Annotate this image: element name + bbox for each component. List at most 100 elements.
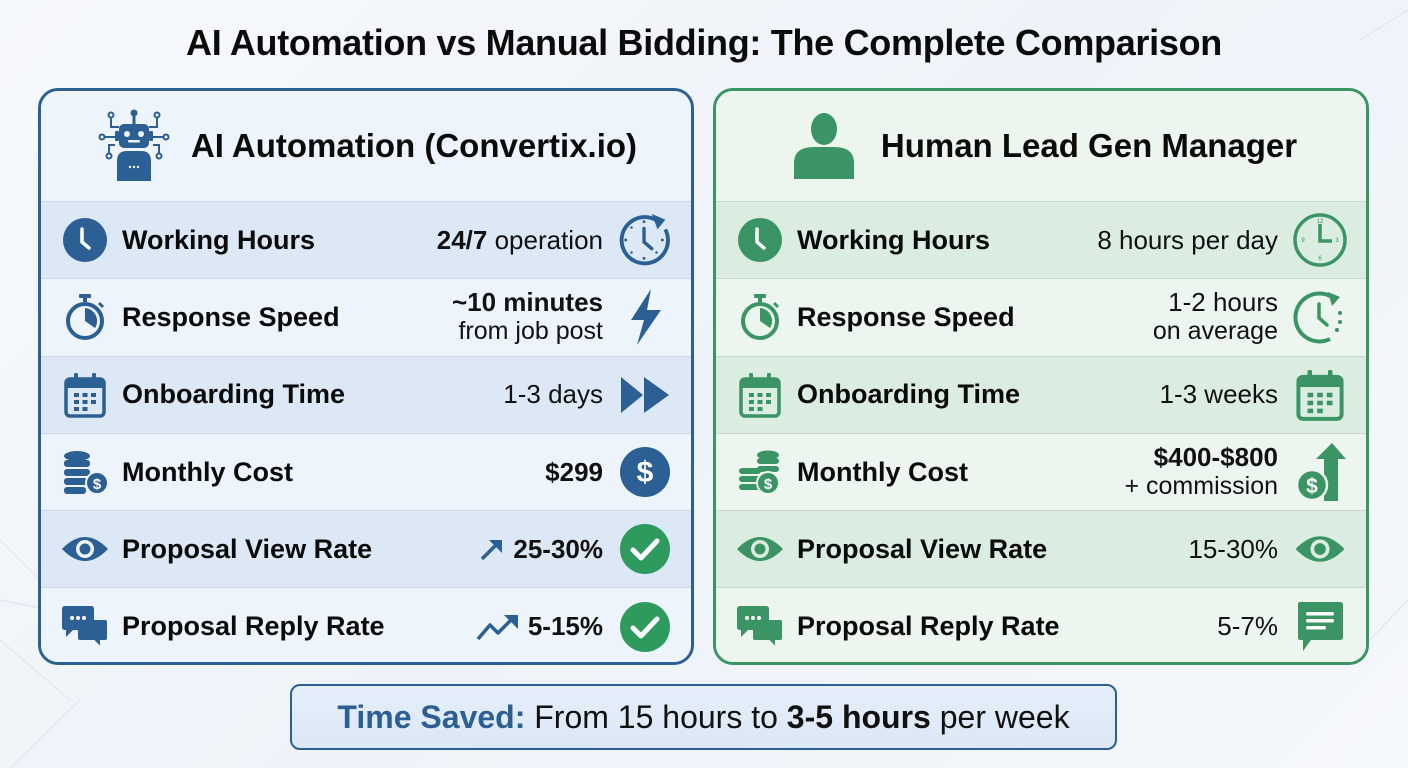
page-title: AI Automation vs Manual Bidding: The Com… [186, 22, 1222, 63]
human-row-proposal-view-rate: Proposal View Rate 15-30% [716, 510, 1366, 588]
row-label: Proposal View Rate [797, 533, 1048, 564]
row-value: 25-30% [479, 533, 603, 564]
stopwatch-icon [736, 293, 784, 341]
row-label: Response Speed [797, 301, 1015, 332]
row-value: 5-15% [476, 612, 603, 641]
chat-bubbles-icon [736, 603, 784, 651]
human-row-response-speed: Response Speed 1-2 hours on average [716, 278, 1366, 356]
eye-icon [61, 525, 109, 573]
value-main: 1-3 days [503, 379, 603, 410]
lightning-icon [617, 289, 673, 346]
time-saved-banner: Time Saved: From 15 hours to 3-5 hours p… [290, 684, 1117, 750]
svg-text:9: 9 [1301, 238, 1305, 244]
ai-row-response-speed: Response Speed ~10 minutes from job post [41, 278, 691, 356]
human-row-working-hours: Working Hours 8 hours per day 12 3 6 9 [716, 201, 1366, 279]
row-value: 5-7% [1217, 612, 1278, 641]
chat-bubbles-icon [61, 603, 109, 651]
svg-text:3: 3 [1335, 238, 1339, 244]
svg-text:$: $ [764, 476, 773, 493]
trend-up-icon [476, 614, 518, 640]
value-main: 1-2 hours [1168, 287, 1278, 318]
value-main: 15-30% [1188, 533, 1278, 564]
clock-refresh-icon [617, 212, 673, 268]
value-bold: 24/7 [436, 224, 488, 255]
wall-clock-icon: 12 3 6 9 [1292, 212, 1348, 268]
check-circle-icon [617, 599, 673, 655]
row-label: Onboarding Time [122, 379, 346, 410]
value-main: 1-3 weeks [1159, 379, 1279, 410]
row-label: Proposal Reply Rate [122, 611, 385, 642]
banner-lead: Time Saved: [337, 698, 526, 735]
dollar-arrow-up-icon: $ [1292, 443, 1348, 502]
human-panel-header: Human Lead Gen Manager [716, 91, 1366, 201]
stopwatch-icon [61, 293, 109, 341]
value-sub: on average [1152, 317, 1278, 346]
svg-text:$: $ [1306, 475, 1318, 498]
row-value: 1-3 days [503, 380, 603, 409]
banner-text-2: per week [930, 698, 1070, 735]
row-value: $299 [545, 456, 603, 487]
fast-forward-icon [617, 367, 673, 423]
value-sub: + commission [1124, 472, 1278, 501]
row-value: $400-$800 + commission [1124, 443, 1278, 501]
ai-panel-title: AI Automation (Convertix.io) [190, 127, 638, 164]
value-bold: $400-$800 [1153, 442, 1278, 473]
person-icon [785, 107, 863, 185]
human-row-proposal-reply-rate: Proposal Reply Rate 5-7% [716, 587, 1366, 662]
value-main: 8 hours per day [1097, 224, 1278, 255]
ai-row-onboarding-time: Onboarding Time 1-3 days [41, 355, 691, 433]
value-bold: ~10 minutes [451, 287, 603, 318]
row-value: 24/7 operation [436, 224, 603, 255]
robot-icon [95, 107, 173, 185]
ai-row-monthly-cost: $ Monthly Cost $299 $ [41, 432, 691, 511]
value-main: 5-7% [1217, 611, 1278, 642]
clock-icon [736, 216, 784, 264]
svg-text:12: 12 [1317, 219, 1324, 225]
banner-bold: 3-5 hours [786, 698, 931, 735]
row-label: Response Speed [122, 301, 340, 332]
row-value: 15-30% [1188, 533, 1278, 564]
human-row-onboarding-time: Onboarding Time 1-3 weeks [716, 355, 1366, 433]
clock-dashed-icon [1292, 289, 1348, 345]
svg-text:6: 6 [1318, 256, 1322, 262]
banner-text-1: From 15 hours to [525, 698, 787, 735]
value-bold: 5-15% [527, 611, 603, 642]
value-sub: from job post [458, 317, 603, 346]
human-panel-title: Human Lead Gen Manager [880, 127, 1298, 164]
dollar-circle-icon: $ [617, 444, 673, 500]
row-value: 8 hours per day [1097, 224, 1278, 255]
ai-row-working-hours: Working Hours 24/7 operation [41, 201, 691, 279]
row-label: Working Hours [122, 224, 316, 255]
human-manager-panel: Human Lead Gen Manager Working Hours 8 h… [713, 88, 1369, 665]
row-label: Proposal Reply Rate [797, 611, 1060, 642]
clock-icon [61, 216, 109, 264]
coins-dollar-icon: $ [61, 448, 109, 496]
ai-panel-header: AI Automation (Convertix.io) [41, 91, 691, 201]
coins-dollar-icon: $ [736, 448, 784, 496]
svg-text:$: $ [93, 476, 102, 493]
message-icon [1292, 599, 1348, 655]
row-label: Onboarding Time [797, 379, 1021, 410]
row-label: Monthly Cost [797, 456, 968, 487]
calendar-icon [61, 371, 109, 419]
row-label: Monthly Cost [122, 456, 293, 487]
value-bold: 25-30% [513, 533, 603, 564]
svg-text:$: $ [637, 456, 654, 489]
calendar-icon [736, 371, 784, 419]
value-bold: $299 [545, 456, 603, 487]
eye-icon [736, 525, 784, 573]
calendar-icon [1292, 367, 1348, 423]
ai-row-proposal-view-rate: Proposal View Rate 25-30% [41, 510, 691, 588]
eye-icon [1292, 521, 1348, 577]
ai-row-proposal-reply-rate: Proposal Reply Rate 5-15% [41, 587, 691, 662]
check-circle-icon [617, 521, 673, 577]
human-row-monthly-cost: $ Monthly Cost $400-$800 + commission $ [716, 432, 1366, 511]
arrow-up-right-icon [481, 540, 503, 561]
row-value: 1-3 weeks [1160, 380, 1279, 409]
row-value: ~10 minutes from job post [452, 288, 603, 346]
value-main: operation [487, 224, 603, 255]
row-label: Working Hours [797, 224, 991, 255]
row-value: 1-2 hours on average [1153, 288, 1278, 346]
ai-automation-panel: AI Automation (Convertix.io) Working Hou… [38, 88, 694, 665]
row-label: Proposal View Rate [122, 533, 373, 564]
